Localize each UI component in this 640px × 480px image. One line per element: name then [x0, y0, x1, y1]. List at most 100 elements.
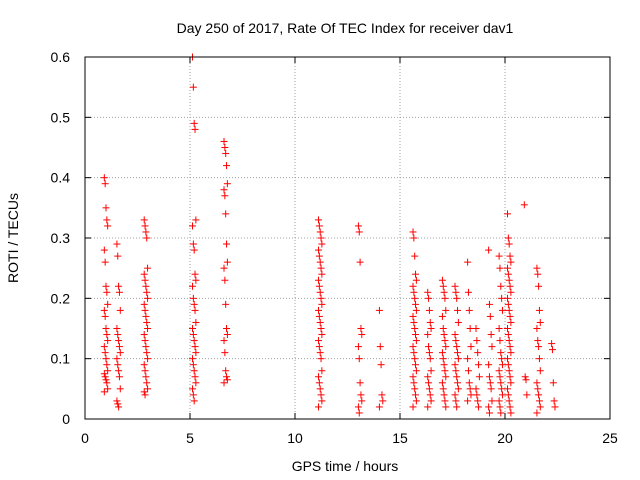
- data-point: [410, 349, 418, 357]
- data-point: [438, 379, 446, 387]
- data-point: [424, 288, 432, 296]
- data-point: [189, 325, 197, 332]
- data-point: [189, 83, 197, 91]
- data-point: [507, 379, 515, 387]
- data-point: [440, 391, 448, 399]
- x-tick-label: 15: [392, 430, 408, 446]
- data-point: [488, 397, 496, 405]
- data-point: [113, 325, 121, 332]
- data-point: [104, 367, 112, 375]
- data-point: [141, 222, 149, 230]
- data-point: [473, 337, 481, 345]
- data-point: [504, 294, 512, 302]
- data-point: [497, 349, 505, 357]
- data-point: [522, 376, 530, 384]
- data-point: [114, 400, 122, 408]
- data-point: [103, 216, 111, 224]
- data-point: [496, 337, 504, 345]
- data-point: [116, 349, 124, 357]
- data-point: [114, 361, 122, 369]
- data-point: [454, 355, 462, 363]
- data-point: [102, 355, 110, 363]
- data-point: [534, 337, 542, 345]
- data-point: [189, 331, 197, 339]
- data-point: [190, 367, 198, 375]
- data-point: [472, 325, 480, 332]
- data-point: [189, 391, 197, 399]
- data-point: [412, 331, 420, 339]
- data-point: [103, 331, 111, 339]
- data-point: [426, 355, 434, 363]
- data-point: [191, 373, 199, 381]
- data-point: [427, 397, 435, 405]
- data-point: [190, 337, 198, 345]
- data-point: [505, 367, 513, 375]
- data-point: [495, 367, 503, 375]
- data-point: [317, 264, 325, 272]
- data-point: [143, 379, 151, 387]
- data-point: [410, 379, 418, 387]
- data-point: [411, 325, 419, 332]
- chart-title: Day 250 of 2017, Rate Of TEC Index for r…: [177, 20, 514, 36]
- data-point: [426, 318, 434, 326]
- data-point: [116, 385, 124, 393]
- data-point: [497, 282, 505, 290]
- data-point: [412, 270, 420, 278]
- data-point: [315, 373, 323, 381]
- data-point: [192, 379, 200, 387]
- data-point: [495, 397, 503, 405]
- data-point: [140, 388, 148, 396]
- data-point: [454, 318, 462, 326]
- data-point: [411, 385, 419, 393]
- data-point: [221, 144, 229, 151]
- data-point: [355, 355, 363, 363]
- data-point: [316, 228, 324, 236]
- data-point: [440, 331, 448, 339]
- x-axis-label: GPS time / hours: [292, 458, 399, 474]
- data-point: [100, 246, 108, 254]
- data-point: [442, 403, 450, 411]
- data-point: [144, 325, 152, 332]
- data-point: [534, 385, 542, 393]
- data-point: [223, 162, 231, 170]
- data-point: [424, 373, 432, 381]
- data-point: [438, 349, 446, 357]
- data-point: [474, 397, 482, 405]
- data-point: [317, 325, 325, 332]
- data-point: [498, 361, 506, 369]
- data-point: [497, 379, 505, 387]
- data-point: [425, 379, 433, 387]
- data-point: [466, 325, 474, 332]
- data-point: [504, 210, 512, 218]
- data-point: [376, 343, 384, 351]
- data-point: [142, 282, 150, 290]
- data-point: [427, 325, 435, 332]
- data-point: [220, 337, 228, 345]
- data-point: [317, 294, 325, 302]
- data-point: [354, 343, 362, 351]
- data-point: [412, 337, 420, 345]
- data-point: [317, 355, 325, 363]
- data-point: [355, 228, 363, 236]
- data-point: [316, 318, 324, 326]
- data-point: [143, 234, 151, 242]
- x-tick-label: 25: [602, 430, 618, 446]
- data-point: [143, 318, 151, 326]
- data-point: [189, 222, 197, 230]
- data-point: [521, 373, 529, 381]
- data-point: [410, 234, 418, 242]
- data-point: [189, 240, 197, 248]
- data-point: [141, 391, 149, 399]
- data-point: [451, 391, 459, 399]
- data-point: [104, 337, 112, 345]
- data-point: [505, 337, 513, 345]
- data-point: [425, 343, 433, 351]
- data-point: [113, 397, 121, 405]
- y-tick-label: 0.1: [51, 351, 71, 367]
- data-point: [453, 294, 461, 302]
- data-point: [412, 300, 420, 308]
- data-point: [504, 355, 512, 363]
- data-point: [467, 343, 475, 351]
- data-point: [411, 355, 419, 363]
- data-point: [190, 397, 198, 405]
